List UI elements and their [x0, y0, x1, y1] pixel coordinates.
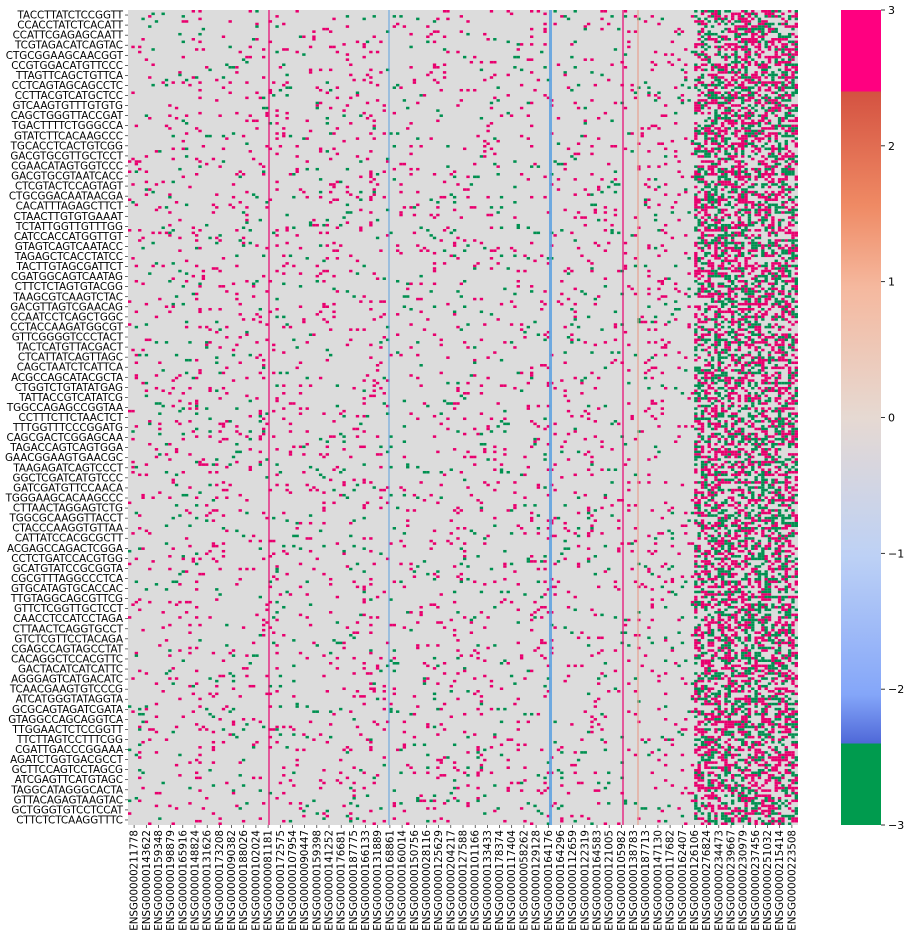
column-label: ENSG00000239667 — [726, 830, 738, 931]
column-label: ENSG00000276824 — [701, 830, 713, 931]
column-label: ENSG00000117682 — [665, 830, 677, 931]
column-label: ENSG00000188026 — [238, 830, 250, 931]
colorbar-low-band — [841, 744, 881, 826]
column-label: ENSG00000133433 — [482, 830, 494, 931]
column-label: ENSG00000187775 — [348, 830, 360, 931]
column-label: ENSG00000147130 — [652, 830, 664, 931]
column-label: ENSG00000230979 — [738, 830, 750, 931]
column-label: ENSG00000121005 — [604, 830, 616, 931]
column-label: ENSG00000223508 — [786, 830, 798, 931]
row-labels: TACCTTATCTCCGGTTCCACCTATCTCACATTCCATTCGA… — [5, 10, 128, 827]
column-label: ENSG00000126106 — [689, 830, 701, 931]
column-label: ENSG00000251032 — [762, 830, 774, 931]
heatmap-stripe — [268, 10, 270, 825]
column-label: ENSG00000176681 — [336, 830, 348, 931]
column-label: ENSG00000173208 — [214, 830, 226, 931]
column-label: ENSG00000178374 — [494, 830, 506, 931]
column-label: ENSG00000172575 — [275, 830, 287, 931]
colorbar-tick-label: −1 — [888, 547, 904, 560]
heatmap-stripe — [622, 10, 624, 825]
column-label: ENSG00000101166 — [470, 830, 482, 931]
column-label: ENSG00000166133 — [360, 830, 372, 931]
column-label: ENSG00000127588 — [458, 830, 470, 931]
column-label: ENSG00000164176 — [543, 830, 555, 931]
column-label: ENSG00000159398 — [311, 830, 323, 931]
column-label: ENSG00000162407 — [677, 830, 689, 931]
heatmap-stripe — [549, 10, 552, 825]
row-label: CTTCTCTCAAGGTTTC — [16, 814, 123, 826]
column-label: ENSG00000198879 — [165, 830, 177, 931]
colorbar-tick-label: 0 — [888, 412, 895, 425]
column-label: ENSG00000028116 — [421, 830, 433, 931]
column-label: ENSG00000122319 — [579, 830, 591, 931]
column-label: ENSG00000129128 — [531, 830, 543, 931]
column-label: ENSG00000187713 — [640, 830, 652, 931]
column-label: ENSG00000150756 — [409, 830, 421, 931]
column-label: ENSG00000112659 — [567, 830, 579, 931]
column-label: ENSG00000090447 — [299, 830, 311, 931]
column-label: ENSG00000058262 — [518, 830, 530, 931]
column-label: ENSG00000117404 — [506, 830, 518, 931]
column-label: ENSG00000160014 — [397, 830, 409, 931]
colorbar-gradient — [841, 10, 881, 825]
heatmap-cells — [128, 10, 798, 825]
column-label: ENSG00000141252 — [324, 830, 336, 931]
column-label: ENSG00000125629 — [433, 830, 445, 931]
column-label: ENSG00000164296 — [555, 830, 567, 931]
colorbar: 3 2 1 0 −1 −2 −3 — [841, 4, 904, 832]
column-label: ENSG00000090382 — [226, 830, 238, 931]
column-label: ENSG00000164583 — [592, 830, 604, 931]
column-label: ENSG00000105982 — [616, 830, 628, 931]
colorbar-tick-label: −2 — [888, 683, 904, 696]
column-label: ENSG00000211778 — [129, 830, 141, 931]
column-label: ENSG00000102024 — [250, 830, 262, 931]
column-label: ENSG00000159348 — [153, 830, 165, 931]
colorbar-tick-label: 1 — [888, 276, 895, 289]
colorbar-tick-label: 3 — [888, 4, 895, 17]
colorbar-tick-label: 2 — [888, 140, 895, 153]
column-label: ENSG00000143622 — [141, 830, 153, 931]
column-label: ENSG00000131889 — [372, 830, 384, 931]
colorbar-tick-label: −3 — [888, 819, 904, 832]
column-label: ENSG00000237456 — [750, 830, 762, 931]
column-label: ENSG00000215414 — [774, 830, 786, 931]
colorbar-high-band — [841, 10, 881, 92]
column-label: ENSG00000234473 — [713, 830, 725, 931]
heatmap-stripe — [637, 10, 639, 825]
column-label: ENSG00000081181 — [263, 830, 275, 931]
heatmap-stripe — [388, 10, 390, 825]
column-label: ENSG00000131626 — [202, 830, 214, 931]
column-label: ENSG00000168861 — [384, 830, 396, 931]
column-label: ENSG00000148824 — [190, 830, 202, 931]
column-label: ENSG00000107954 — [287, 830, 299, 931]
column-label: ENSG00000204217 — [445, 830, 457, 931]
column-label: ENSG00000138783 — [628, 830, 640, 931]
column-label: ENSG00000165916 — [177, 830, 189, 931]
